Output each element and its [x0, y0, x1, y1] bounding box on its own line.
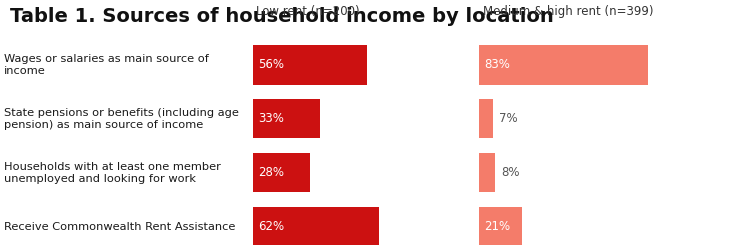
- Text: Table 1. Sources of household income by location: Table 1. Sources of household income by …: [10, 7, 553, 26]
- Bar: [253, 99, 320, 138]
- Text: Low rent (n=200): Low rent (n=200): [256, 4, 360, 18]
- Bar: [479, 153, 495, 192]
- Text: State pensions or benefits (including age
pension) as main source of income: State pensions or benefits (including ag…: [4, 108, 239, 130]
- Bar: [253, 153, 310, 192]
- Text: 83%: 83%: [484, 58, 510, 72]
- Bar: [253, 45, 366, 85]
- Text: 28%: 28%: [258, 166, 284, 179]
- Text: Receive Commonwealth Rent Assistance: Receive Commonwealth Rent Assistance: [4, 222, 235, 232]
- Text: Wages or salaries as main source of
income: Wages or salaries as main source of inco…: [4, 54, 209, 76]
- Bar: [479, 99, 493, 138]
- Text: 56%: 56%: [258, 58, 284, 72]
- Text: 33%: 33%: [258, 112, 284, 125]
- Bar: [479, 45, 648, 85]
- Text: 7%: 7%: [499, 112, 518, 125]
- Text: 8%: 8%: [501, 166, 520, 179]
- Text: 21%: 21%: [484, 220, 510, 233]
- Text: Households with at least one member
unemployed and looking for work: Households with at least one member unem…: [4, 161, 221, 184]
- Text: 62%: 62%: [258, 220, 284, 233]
- Bar: [479, 207, 522, 245]
- Text: Medium & high rent (n=399): Medium & high rent (n=399): [483, 4, 653, 18]
- Bar: [253, 207, 379, 245]
